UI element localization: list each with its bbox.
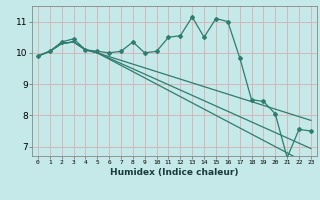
X-axis label: Humidex (Indice chaleur): Humidex (Indice chaleur): [110, 168, 239, 177]
